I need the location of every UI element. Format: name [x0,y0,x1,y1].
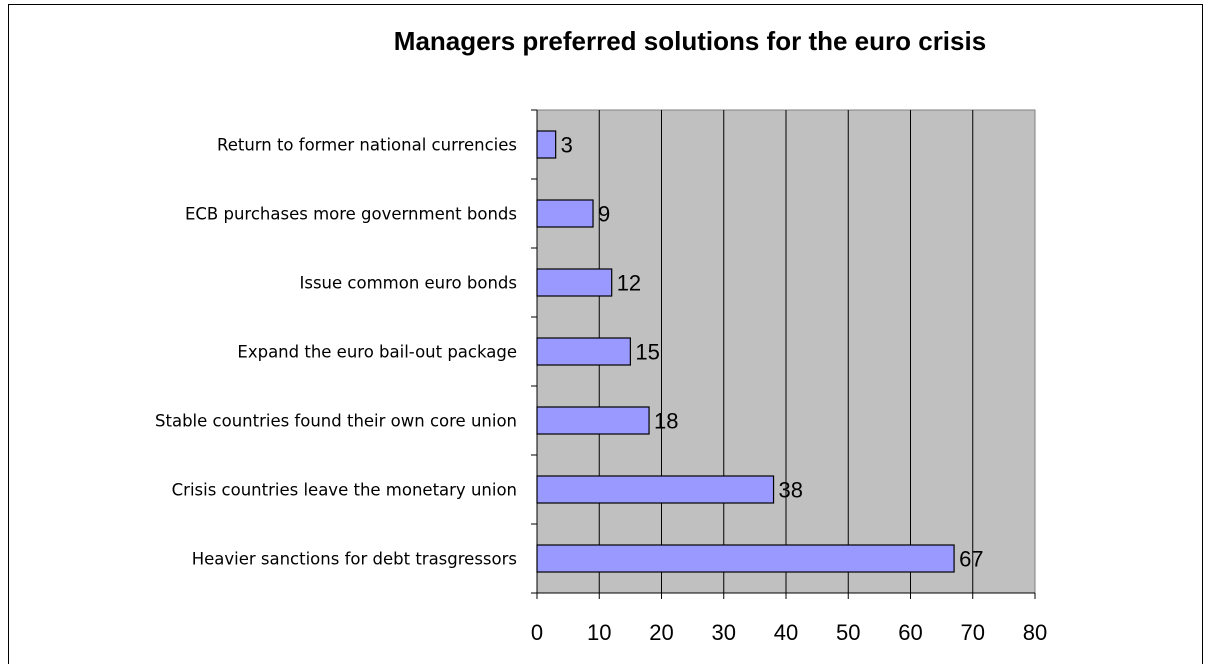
x-tick-label: 40 [774,620,798,645]
category-label: Heavier sanctions for debt trasgressors [192,550,517,569]
labels: 0 10 20 30 40 50 60 70 80 Return to former nation… [155,133,1047,646]
data-label: 38 [779,478,803,503]
category-label: Stable countries found their own core un… [155,412,517,431]
x-tick-label: 30 [712,620,736,645]
x-tick-label: 20 [649,620,673,645]
x-tick-label: 50 [836,620,860,645]
category-label: ECB purchases more government bonds [185,205,517,224]
bar [536,199,594,228]
chart-title: Managers preferred solutions for the eur… [394,26,986,56]
data-label: 18 [654,409,678,434]
axes [531,109,1036,599]
gridlines [598,110,974,593]
data-label: 3 [561,133,573,158]
category-label: Crisis countries leave the monetary unio… [172,481,517,500]
data-label: 12 [617,271,641,296]
bar [536,406,650,435]
data-label: 9 [598,202,610,227]
bar [536,130,557,159]
bar [536,337,631,366]
x-tick-label: 10 [587,620,611,645]
data-label: 67 [959,547,983,572]
x-tick-label: 80 [1023,620,1047,645]
x-tick-label: 70 [961,620,985,645]
category-label: Issue common euro bonds [300,274,518,293]
category-label: Return to former national currencies [217,136,517,155]
bar [536,475,775,504]
bar [536,544,955,573]
x-tick-label: 60 [898,620,922,645]
data-label: 15 [635,340,659,365]
category-label: Expand the euro bail-out package [237,343,517,362]
bar [536,268,613,297]
x-tick-label: 0 [531,620,543,645]
